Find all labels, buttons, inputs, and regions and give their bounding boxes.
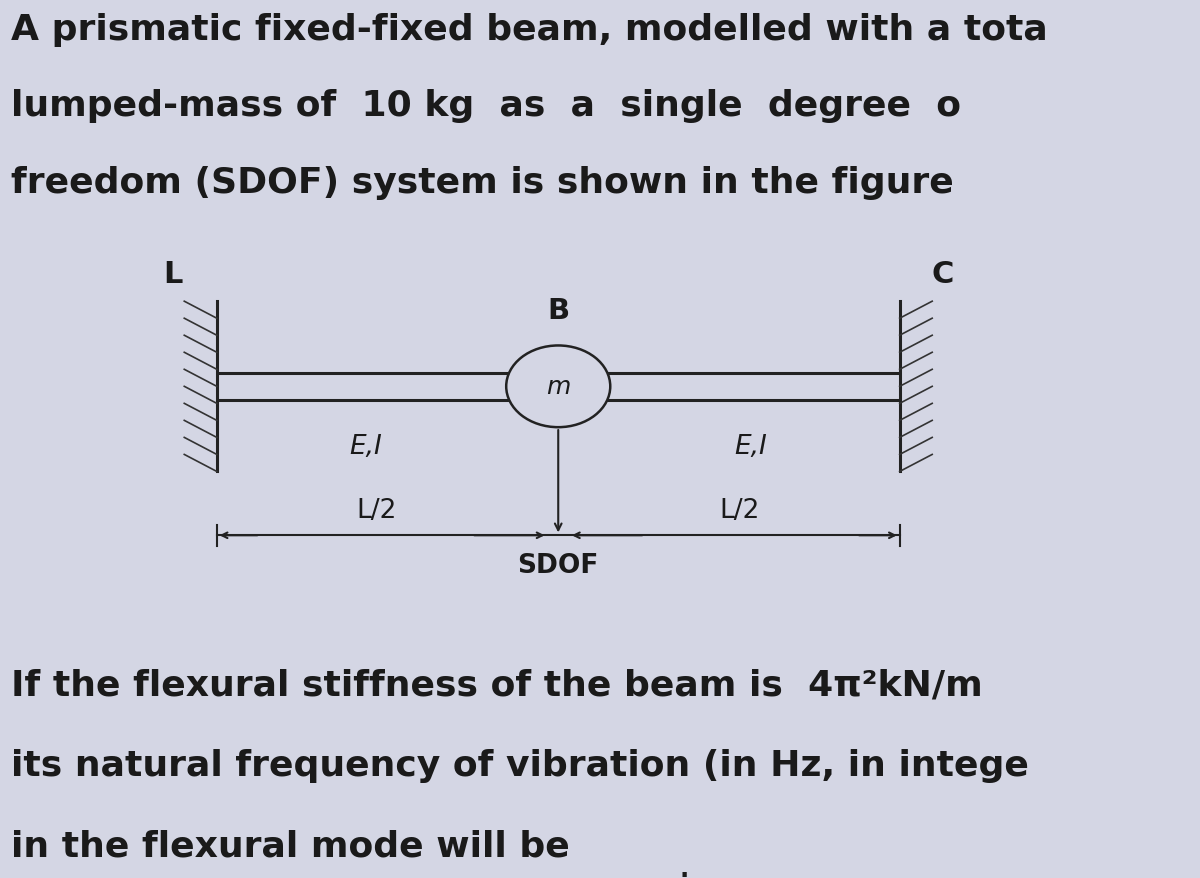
- Text: L/2: L/2: [356, 497, 397, 523]
- Text: L/2: L/2: [720, 497, 760, 523]
- Text: A prismatic fixed-fixed beam, modelled with a tota: A prismatic fixed-fixed beam, modelled w…: [11, 13, 1048, 47]
- Text: lumped-mass of  10 kg  as  a  single  degree  o: lumped-mass of 10 kg as a single degree …: [11, 90, 961, 123]
- Text: E,I: E,I: [349, 434, 383, 459]
- Text: L: L: [163, 260, 184, 289]
- Text: m: m: [546, 375, 570, 399]
- Text: its natural frequency of vibration (in Hz, in intege: its natural frequency of vibration (in H…: [11, 748, 1028, 782]
- Text: .: .: [678, 843, 691, 878]
- Text: C: C: [932, 260, 954, 289]
- Text: E,I: E,I: [734, 434, 767, 459]
- Circle shape: [506, 346, 611, 428]
- Text: freedom (SDOF) system is shown in the figure: freedom (SDOF) system is shown in the fi…: [11, 166, 954, 200]
- Text: in the flexural mode will be: in the flexural mode will be: [11, 829, 570, 863]
- Text: SDOF: SDOF: [517, 552, 599, 579]
- Text: If the flexural stiffness of the beam is  4π²kN/m: If the flexural stiffness of the beam is…: [11, 667, 983, 702]
- Text: B: B: [547, 297, 569, 325]
